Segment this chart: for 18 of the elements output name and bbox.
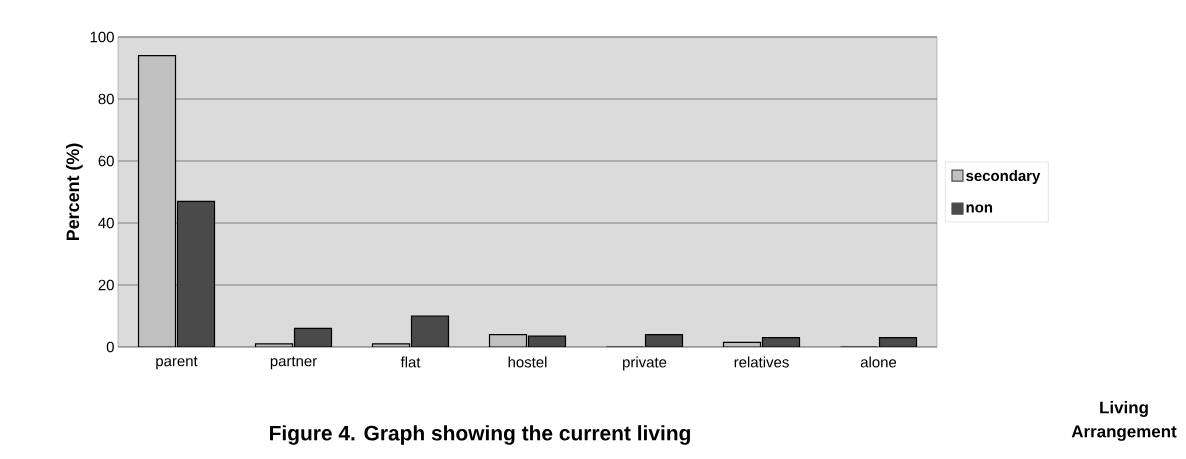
x-tick-label: hostel — [508, 356, 547, 368]
y-tick-label: 100 — [90, 31, 114, 43]
y-axis-title: Percent (%) — [66, 143, 83, 241]
x-tick-label: relatives — [734, 356, 789, 368]
y-tick-label: 20 — [98, 279, 114, 291]
y-tick-label: 40 — [98, 217, 114, 229]
legend-label: non — [966, 204, 993, 213]
x-tick-label: parent — [156, 356, 198, 370]
x-tick-label: flat — [400, 356, 421, 368]
y-tick-label: 80 — [98, 93, 114, 105]
x-tick-label: alone — [860, 356, 897, 368]
x-tick-label: partner — [270, 356, 317, 370]
text: Living Arrangement — [1071, 401, 1177, 441]
x-tick-label: private — [623, 356, 667, 371]
y-tick-label: 60 — [98, 155, 114, 167]
legend-label: secondary — [966, 170, 1041, 184]
text: Figure 4. Graph showing the current living — [270, 425, 690, 445]
y-tick-label: 0 — [106, 341, 114, 353]
